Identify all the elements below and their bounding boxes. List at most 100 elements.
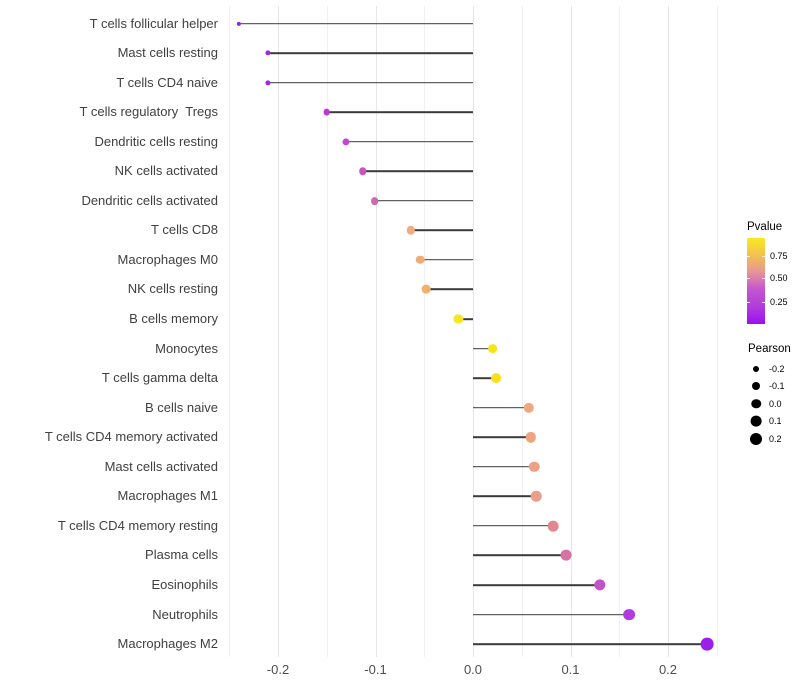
lollipop-stem bbox=[473, 377, 497, 379]
lollipop-stem bbox=[346, 140, 473, 143]
gridline-minor bbox=[326, 6, 328, 657]
y-axis-label: B cells memory bbox=[129, 311, 218, 326]
pearson-legend-title: Pearson bbox=[748, 343, 791, 355]
pearson-legend-label: 0.0 bbox=[769, 398, 782, 409]
gridline-minor bbox=[619, 6, 621, 657]
pearson-legend-dot bbox=[751, 398, 761, 409]
lollipop-dot bbox=[370, 196, 379, 205]
gridline-minor bbox=[229, 6, 231, 657]
lollipop-stem bbox=[473, 465, 535, 468]
y-axis-label: Macrophages M0 bbox=[117, 251, 218, 267]
lollipop-dot bbox=[487, 343, 498, 354]
pvalue-colorbar-tick bbox=[762, 256, 765, 258]
y-axis-label: NK cells resting bbox=[127, 281, 218, 297]
pvalue-colorbar-label: 0.50 bbox=[770, 273, 788, 284]
lollipop-stem bbox=[473, 554, 566, 557]
lollipop-dot bbox=[265, 80, 271, 86]
lollipop-stem bbox=[473, 525, 553, 527]
lollipop-dot bbox=[529, 461, 540, 472]
y-axis-label: Macrophages M2 bbox=[117, 636, 218, 652]
gridline-major bbox=[570, 6, 572, 657]
x-axis-tick-label: -0.2 bbox=[266, 662, 290, 677]
lollipop-dot bbox=[416, 255, 425, 265]
pearson-legend-dot bbox=[752, 382, 760, 390]
pearson-legend-label: 0.2 bbox=[769, 433, 782, 444]
lollipop-stem bbox=[458, 318, 473, 320]
x-axis-tick-label: 0.0 bbox=[463, 662, 483, 677]
gridline-major bbox=[375, 6, 377, 657]
gridline-minor bbox=[424, 6, 426, 657]
pvalue-colorbar-label: 0.25 bbox=[770, 296, 788, 307]
lollipop-dot bbox=[525, 432, 536, 443]
y-axis-label: Dendritic cells activated bbox=[81, 192, 218, 208]
pearson-legend-dot bbox=[750, 432, 762, 445]
lollipop-stem bbox=[326, 111, 473, 113]
pvalue-colorbar-tick bbox=[747, 256, 750, 258]
gridline-major bbox=[668, 6, 669, 657]
gridline-major bbox=[473, 6, 474, 657]
lollipop-dot bbox=[531, 491, 542, 502]
pearson-legend-label: -0.1 bbox=[769, 381, 785, 391]
lollipop-dot bbox=[547, 520, 559, 532]
gridline-minor bbox=[521, 6, 523, 657]
y-axis-label: T cells regulatory Tregs bbox=[79, 104, 218, 120]
lollipop-stem bbox=[473, 406, 529, 409]
lollipop-stem bbox=[473, 584, 600, 586]
lollipop-dot bbox=[700, 637, 714, 651]
pearson-legend-label: -0.2 bbox=[769, 363, 785, 374]
y-axis-label: Plasma cells bbox=[145, 547, 218, 563]
lollipop-dot bbox=[491, 373, 502, 384]
y-axis-label: Mast cells resting bbox=[117, 45, 218, 61]
lollipop-stem bbox=[268, 52, 473, 54]
lollipop-dot bbox=[359, 167, 367, 175]
lollipop-stem bbox=[410, 229, 473, 232]
lollipop-dot bbox=[594, 579, 606, 591]
lollipop-stem bbox=[473, 436, 531, 438]
y-axis-label: Eosinophils bbox=[151, 576, 219, 592]
pvalue-colorbar-tick bbox=[762, 278, 765, 280]
pvalue-colorbar-label: 0.75 bbox=[770, 251, 788, 262]
pvalue-colorbar-tick bbox=[747, 278, 750, 280]
lollipop-stem bbox=[362, 170, 473, 173]
lollipop-stem bbox=[426, 288, 473, 291]
lollipop-dot bbox=[560, 549, 572, 561]
pearson-legend-dot bbox=[750, 415, 762, 427]
pvalue-colorbar-tick bbox=[747, 301, 750, 303]
y-axis-label: Dendritic cells resting bbox=[94, 133, 218, 149]
y-axis-label: T cells gamma delta bbox=[101, 370, 218, 386]
y-axis-label: Neutrophils bbox=[152, 606, 218, 622]
pvalue-colorbar-tick bbox=[762, 301, 765, 303]
y-axis-label: T cells CD4 naive bbox=[116, 74, 218, 90]
lollipop-stem bbox=[473, 495, 537, 498]
pearson-legend-dot bbox=[753, 365, 759, 372]
y-axis-label: Monocytes bbox=[155, 340, 218, 356]
lollipop-dot bbox=[421, 285, 431, 294]
y-axis-label: T cells follicular helper bbox=[89, 15, 218, 31]
lollipop-stem bbox=[268, 81, 473, 84]
pearson-legend-label: 0.1 bbox=[769, 416, 782, 426]
lollipop-stem bbox=[420, 259, 473, 261]
lollipop-dot bbox=[265, 50, 271, 56]
pvalue-colorbar bbox=[747, 238, 765, 324]
y-axis-label: T cells CD4 memory resting bbox=[57, 517, 218, 533]
lollipop-dot bbox=[406, 226, 415, 235]
lollipop-dot bbox=[323, 108, 331, 116]
x-axis-tick-label: -0.1 bbox=[364, 662, 387, 677]
y-axis-label: T cells CD8 bbox=[151, 222, 218, 238]
lollipop-dot bbox=[236, 21, 242, 26]
lollipop-stem bbox=[374, 200, 473, 202]
y-axis-label: Mast cells activated bbox=[104, 458, 218, 474]
lollipop-stem bbox=[473, 643, 707, 645]
y-axis-label: B cells naive bbox=[145, 399, 218, 415]
y-axis-label: NK cells activated bbox=[114, 163, 218, 179]
lollipop-stem bbox=[239, 22, 473, 25]
y-axis-label: T cells CD4 memory activated bbox=[44, 429, 218, 445]
x-axis-tick-label: 0.1 bbox=[561, 662, 580, 677]
gridline-minor bbox=[716, 6, 718, 657]
y-axis-label: Macrophages M1 bbox=[117, 488, 218, 504]
x-axis-tick-label: 0.2 bbox=[658, 662, 678, 677]
lollipop-dot bbox=[523, 402, 534, 413]
pvalue-legend-title: Pvalue bbox=[747, 221, 783, 233]
lollipop-dot bbox=[342, 138, 350, 146]
